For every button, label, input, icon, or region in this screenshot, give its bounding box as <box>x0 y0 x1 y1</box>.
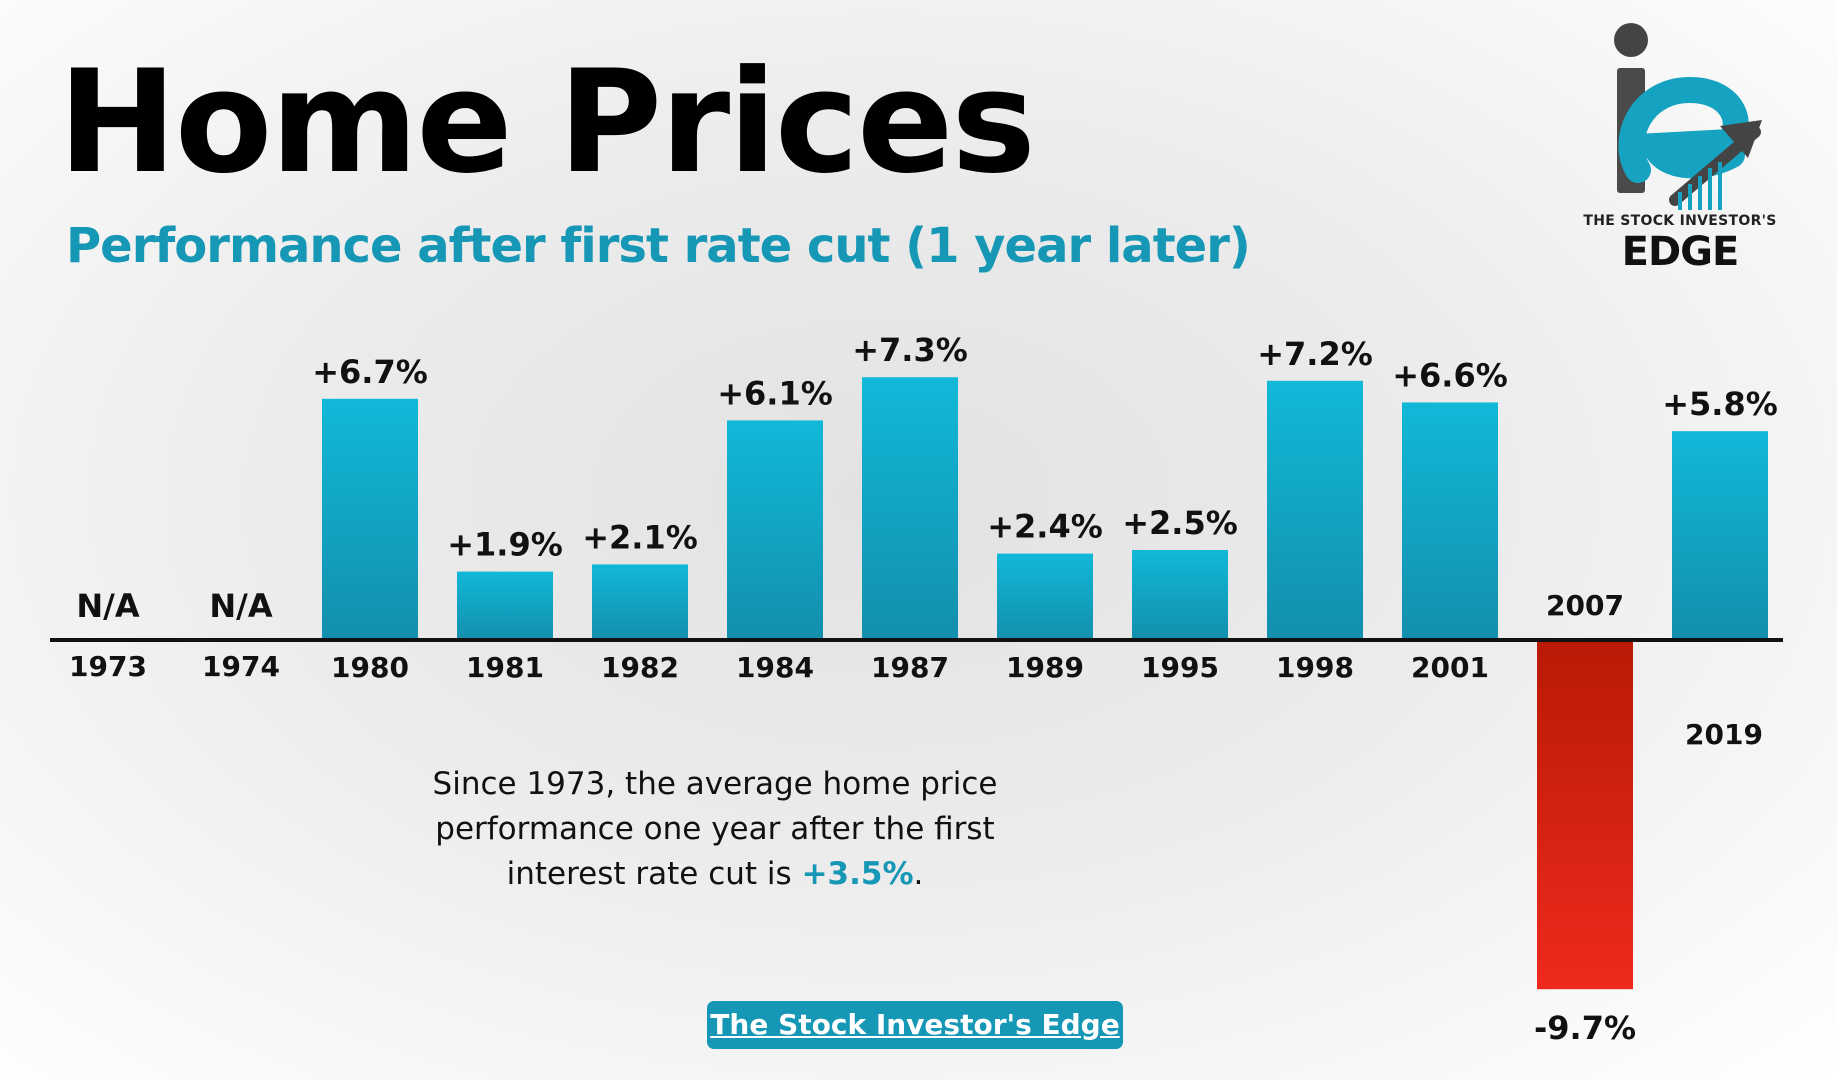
category-label: 1974 <box>202 650 280 683</box>
bar-2007 <box>1537 640 1633 990</box>
category-label: 2001 <box>1411 651 1489 684</box>
page-subtitle: Performance after first rate cut (1 year… <box>66 218 1251 274</box>
bar-1982 <box>592 564 688 640</box>
data-label-na: N/A <box>76 587 139 625</box>
category-label: 1987 <box>871 651 949 684</box>
category-label: 1998 <box>1276 651 1354 684</box>
brand-logo-icon <box>1614 23 1762 210</box>
bar-2001 <box>1402 402 1498 640</box>
bar-1995 <box>1132 550 1228 640</box>
data-label-1998: +7.2% <box>1257 335 1373 373</box>
data-label-1980: +6.7% <box>312 353 428 391</box>
category-label: 1981 <box>466 651 544 684</box>
data-label-1984: +6.1% <box>717 374 833 412</box>
data-label-1982: +2.1% <box>582 518 698 556</box>
logo-wordmark: EDGE <box>1621 229 1740 275</box>
page-title: Home Prices <box>58 40 1036 205</box>
data-label-2007: -9.7% <box>1534 1009 1636 1047</box>
data-label-na: N/A <box>209 587 272 625</box>
data-label-1987: +7.3% <box>852 331 968 369</box>
category-label: 1995 <box>1141 651 1219 684</box>
brand-link[interactable]: The Stock Investor's Edge <box>707 1001 1123 1049</box>
logo-caption: THE STOCK INVESTOR'S <box>1583 213 1777 229</box>
data-label-2001: +6.6% <box>1392 356 1508 394</box>
data-label-1995: +2.5% <box>1122 504 1238 542</box>
category-label: 2007 <box>1546 589 1624 622</box>
category-label: 1973 <box>69 650 147 683</box>
note-text: Since 1973, the average home price perfo… <box>432 766 998 892</box>
category-label: 1989 <box>1006 651 1084 684</box>
bar-1987 <box>862 377 958 640</box>
category-label: 1984 <box>736 651 814 684</box>
bar-1998 <box>1267 380 1363 640</box>
bar-1981 <box>457 571 553 640</box>
bar-2019 <box>1672 431 1768 640</box>
bar-1984 <box>727 420 823 640</box>
note-end: . <box>913 855 924 892</box>
data-label-1981: +1.9% <box>447 526 563 564</box>
summary-note: Since 1973, the average home price perfo… <box>400 762 1030 897</box>
bar-1989 <box>997 553 1093 640</box>
category-label: 1982 <box>601 651 679 684</box>
category-label: 1980 <box>331 651 409 684</box>
bar-1980 <box>322 398 418 640</box>
data-label-1989: +2.4% <box>987 508 1103 546</box>
average-highlight: +3.5% <box>801 855 914 892</box>
data-label-2019: +5.8% <box>1662 385 1778 423</box>
category-label: 2019 <box>1685 718 1763 751</box>
